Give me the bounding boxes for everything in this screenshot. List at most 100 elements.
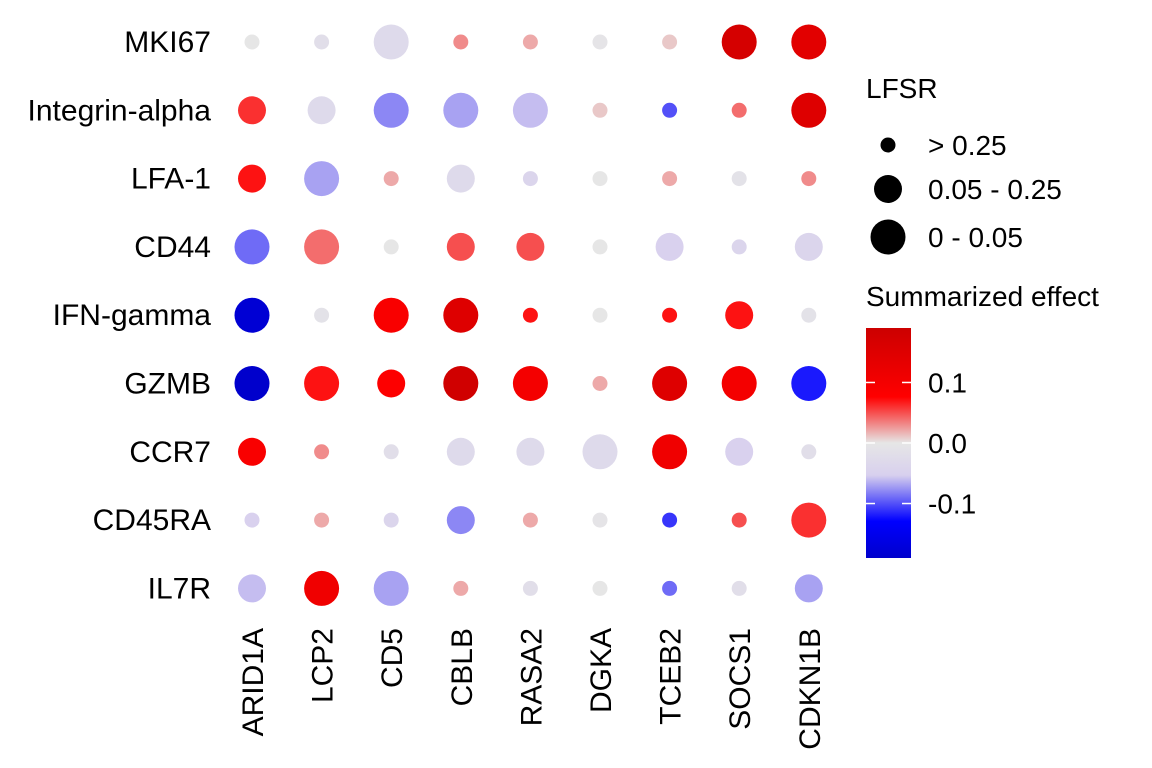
dot-gzmb-cd5 [377,369,406,398]
row-label: CD44 [134,231,211,264]
column-label: LCP2 [307,628,340,703]
dot-gzmb-lcp2 [304,366,340,401]
dot-integrin-alpha-socs1 [731,102,747,118]
column-label: CDKN1B [794,628,827,750]
row-label: GZMB [124,368,211,401]
dot-cd44-cd5 [383,239,399,255]
dot-lfa-1-lcp2 [304,161,340,197]
dot-integrin-alpha-cd5 [373,92,409,128]
dot-integrin-alpha-cblb [443,92,479,128]
dot-ifn-gamma-socs1 [725,301,754,330]
dot-ifn-gamma-cd5 [373,297,409,333]
dot-integrin-alpha-lcp2 [307,96,336,125]
row-label: CCR7 [129,436,211,469]
dot-gzmb-arid1a [234,366,270,401]
dot-cd44-lcp2 [304,229,340,265]
dot-lfa-1-arid1a [238,164,266,193]
size-legend-label: > 0.25 [928,130,1007,161]
dot-ccr7-cd5 [383,444,399,460]
dot-il7r-arid1a [238,574,266,603]
row-labels: MKI67 Integrin-alpha LFA-1 CD44 IFN-gamma GZM… [28,26,212,605]
column-label: CBLB [446,628,479,706]
dot-cd44-cblb [446,232,475,261]
dot-cd45ra-lcp2 [314,512,330,528]
dot-mki67-cd5 [373,24,409,60]
dot-il7r-cd5 [373,570,409,606]
dots [234,24,827,606]
dot-ifn-gamma-cdkn1b [801,307,817,323]
dot-cd44-dgka [592,239,608,255]
dot-lfa-1-cblb [446,164,475,193]
dot-mki67-dgka [592,34,608,50]
dot-gzmb-tceb2 [652,366,688,401]
dot-il7r-lcp2 [304,570,340,606]
size-legend-label: 0 - 0.05 [928,222,1023,253]
dot-lfa-1-rasa2 [522,171,538,187]
column-label: TCEB2 [655,628,688,725]
dot-mki67-cblb [453,34,469,50]
row-label: LFA-1 [131,163,211,196]
row-label: Integrin-alpha [28,94,212,127]
dot-il7r-tceb2 [662,580,678,596]
dot-ccr7-lcp2 [314,444,330,460]
dot-ifn-gamma-cblb [443,297,479,333]
dot-cd45ra-rasa2 [522,512,538,528]
dot-ccr7-cblb [446,437,475,466]
dot-lfa-1-cd5 [383,171,399,187]
row-label: IFN-gamma [53,299,212,332]
dot-cd44-rasa2 [516,232,545,261]
dot-cd44-cdkn1b [794,232,823,261]
color-tick-label: -0.1 [928,489,976,520]
dot-ccr7-arid1a [238,437,266,466]
dot-gzmb-cblb [443,366,479,401]
column-label: RASA2 [515,628,548,726]
dot-ccr7-tceb2 [652,434,688,470]
dot-cd44-tceb2 [655,232,684,261]
dot-integrin-alpha-cdkn1b [791,92,827,128]
dot-ifn-gamma-tceb2 [662,307,678,323]
dot-cd45ra-cd5 [383,512,399,528]
column-label: ARID1A [237,628,270,736]
dot-gzmb-cdkn1b [791,366,827,401]
size-legend-dot [880,137,896,153]
size-legend-title: LFSR [866,73,938,104]
dot-integrin-alpha-tceb2 [662,102,678,118]
column-labels: ARID1A LCP2 CD5 CBLB RASA2 DGKA TCEB2 SOCS1 CDKN… [237,628,827,750]
size-legend: LFSR > 0.25 0.05 - 0.25 0 - 0.05 [866,73,1062,255]
dot-gzmb-dgka [592,376,608,391]
dot-integrin-alpha-arid1a [238,96,266,125]
dot-mki67-rasa2 [522,34,538,50]
dot-ifn-gamma-arid1a [234,297,270,333]
dot-lfa-1-socs1 [731,171,747,187]
dot-mki67-cdkn1b [791,24,827,60]
dot-lfa-1-cdkn1b [801,171,817,187]
row-label: IL7R [148,572,211,605]
dot-il7r-dgka [592,580,608,596]
dot-ccr7-rasa2 [516,437,545,466]
dot-il7r-cdkn1b [794,574,823,603]
dot-mki67-lcp2 [314,34,330,50]
size-legend-dot [870,219,906,255]
column-label: CD5 [376,628,409,688]
dot-cd45ra-socs1 [731,512,747,528]
dot-integrin-alpha-dgka [592,102,608,118]
dot-mki67-arid1a [244,34,260,50]
row-label: MKI67 [124,26,211,59]
row-label: CD45RA [93,504,211,537]
column-label: DGKA [585,628,618,713]
dot-ifn-gamma-lcp2 [314,307,330,323]
dot-cd44-arid1a [234,229,270,265]
dot-ifn-gamma-rasa2 [522,307,538,323]
dot-mki67-tceb2 [662,34,678,50]
dot-cd45ra-arid1a [244,512,260,528]
size-legend-dot [874,175,902,203]
dot-cd45ra-tceb2 [662,512,678,528]
dot-il7r-cblb [453,580,469,596]
dot-cd45ra-cblb [446,506,475,535]
color-legend: Summarized effect 0.1 0.0 -0.1 [866,281,1099,558]
dot-lfa-1-dgka [592,171,608,187]
dot-gzmb-socs1 [721,366,757,401]
column-label: SOCS1 [724,628,757,730]
dot-gzmb-rasa2 [512,366,548,401]
